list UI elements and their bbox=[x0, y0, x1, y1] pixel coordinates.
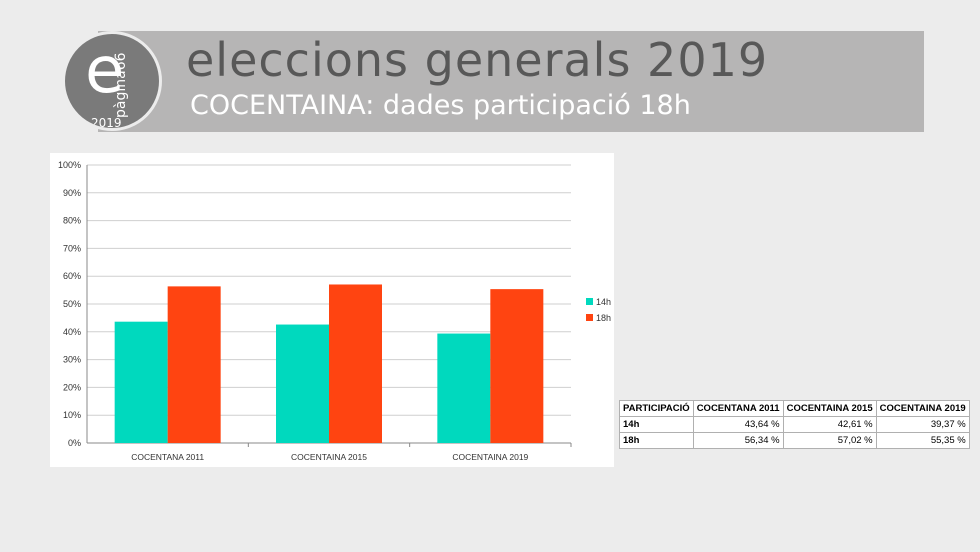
logo-word: pàgina66 bbox=[113, 52, 129, 118]
table-cell: 55,35 % bbox=[875, 432, 970, 449]
x-tick-label: COCENTAINA 2015 bbox=[291, 452, 367, 462]
y-tick-label: 80% bbox=[63, 216, 81, 226]
header-bar bbox=[98, 31, 924, 132]
y-tick-label: 50% bbox=[63, 299, 81, 309]
y-tick-label: 90% bbox=[63, 188, 81, 198]
table-header-cell: PARTICIPACIÓ bbox=[619, 400, 694, 417]
table-cell: 56,34 % bbox=[692, 432, 784, 449]
legend-swatch-18h bbox=[586, 314, 593, 321]
legend-label-18h: 18h bbox=[596, 313, 611, 323]
y-tick-label: 0% bbox=[68, 438, 81, 448]
bar-14h-1 bbox=[276, 324, 329, 443]
legend-swatch-14h bbox=[586, 298, 593, 305]
x-tick-label: COCENTAINA 2019 bbox=[452, 452, 528, 462]
participation-bar-chart: 0% 10% 20% 30% 40% 50% 60% 70% 80% 90% 100% COCENTA… bbox=[58, 160, 611, 462]
participation-table: PARTICIPACIÓ COCENTANA 2011 COCENTAINA 2… bbox=[619, 400, 970, 449]
page-subtitle: COCENTAINA: dades participació 18h bbox=[190, 90, 691, 121]
table-header-cell: COCENTAINA 2015 bbox=[782, 400, 877, 417]
y-tick-label: 70% bbox=[63, 243, 81, 253]
table-cell: 43,64 % bbox=[692, 416, 784, 433]
legend-label-14h: 14h bbox=[596, 297, 611, 307]
table-header-cell: COCENTANA 2011 bbox=[692, 400, 784, 417]
table-header-cell: COCENTAINA 2019 bbox=[875, 400, 970, 417]
y-tick-label: 20% bbox=[63, 382, 81, 392]
y-tick-label: 40% bbox=[63, 327, 81, 337]
table-cell: 57,02 % bbox=[782, 432, 877, 449]
logo-year: 2019 bbox=[91, 116, 122, 130]
y-tick-label: 100% bbox=[58, 160, 81, 170]
bar-18h-1 bbox=[329, 284, 382, 443]
table-cell: 42,61 % bbox=[782, 416, 877, 433]
bar-18h-2 bbox=[490, 289, 544, 443]
row-label: 18h bbox=[619, 432, 694, 449]
bar-14h-2 bbox=[437, 333, 491, 443]
y-tick-label: 30% bbox=[63, 355, 81, 365]
chart-panel: 0% 10% 20% 30% 40% 50% 60% 70% 80% 90% 100% COCENTA… bbox=[50, 153, 614, 467]
bar-18h-0 bbox=[167, 286, 221, 443]
logo-letter: e bbox=[85, 34, 125, 108]
x-tick-label: COCENTANA 2011 bbox=[131, 452, 204, 462]
table-cell: 39,37 % bbox=[875, 416, 970, 433]
row-label: 14h bbox=[619, 416, 694, 433]
page-title: eleccions generals 2019 bbox=[186, 33, 769, 87]
pagina66-logo: e pàgina66 2019 bbox=[62, 31, 162, 131]
y-tick-label: 10% bbox=[63, 410, 81, 420]
table-header-row: PARTICIPACIÓ COCENTANA 2011 COCENTAINA 2… bbox=[619, 400, 970, 417]
y-tick-label: 60% bbox=[63, 271, 81, 281]
bar-14h-0 bbox=[114, 321, 168, 443]
table-row: 14h 43,64 % 42,61 % 39,37 % bbox=[619, 416, 970, 433]
table-row: 18h 56,34 % 57,02 % 55,35 % bbox=[619, 432, 970, 449]
